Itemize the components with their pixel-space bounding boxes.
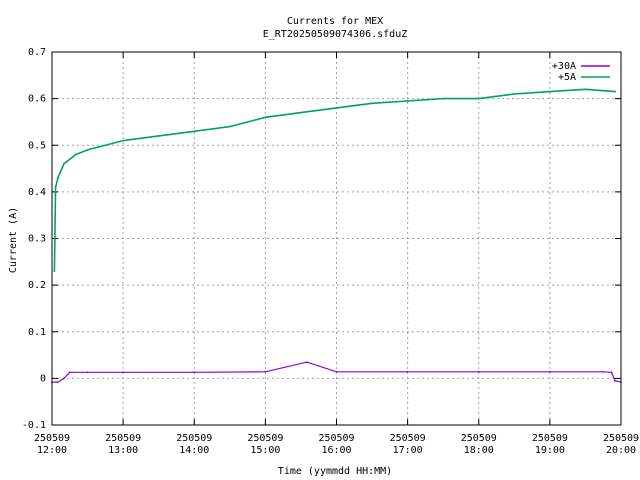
x-tick-label-date: 250509 (105, 433, 141, 444)
x-tick-label-time: 15:00 (250, 445, 280, 456)
data-point (63, 163, 65, 165)
data-point (157, 135, 160, 137)
data-point (86, 149, 89, 151)
data-point (335, 107, 338, 109)
data-point (54, 186, 57, 189)
x-tick-label-time: 12:00 (37, 445, 67, 456)
data-point (122, 371, 124, 374)
y-tick-label: 0.2 (28, 280, 46, 291)
y-tick-label: 0 (40, 373, 46, 384)
x-tick-label-time: 14:00 (179, 445, 209, 456)
data-point (264, 370, 267, 373)
data-point (477, 370, 480, 373)
data-point (264, 116, 267, 119)
data-point (549, 90, 551, 93)
y-tick-label: 0.3 (28, 234, 46, 245)
data-point (442, 97, 445, 100)
data-point (406, 100, 409, 102)
x-tick-label-date: 250509 (247, 433, 283, 444)
data-point (513, 93, 516, 95)
y-tick-label: 0.5 (28, 140, 46, 151)
x-tick-label-time: 17:00 (393, 445, 423, 456)
data-point (306, 361, 308, 363)
x-tick-label-time: 18:00 (464, 445, 494, 456)
x-tick-label-date: 250509 (176, 433, 212, 444)
x-tick-label-date: 250509 (461, 433, 497, 444)
x-tick-label-time: 16:00 (321, 445, 351, 456)
data-point (193, 130, 196, 133)
chart-title: Currents for MEX (287, 16, 383, 27)
chart-subtitle: E_RT20250509074306.sfduZ (263, 29, 408, 40)
data-point (371, 102, 373, 105)
plot-frame (51, 51, 622, 426)
legend-label: +30A (552, 61, 576, 72)
series-lines (51, 88, 622, 383)
data-point (57, 381, 59, 383)
data-point (614, 379, 616, 382)
data-point (300, 111, 302, 114)
data-point (584, 88, 587, 91)
data-point (614, 90, 616, 93)
data-point (193, 371, 196, 374)
legend: +30A+5A (552, 61, 610, 83)
data-point (53, 270, 56, 272)
x-tick-label-time: 20:00 (606, 445, 636, 456)
data-point (610, 371, 613, 374)
y-tick-label: 0.1 (28, 327, 46, 338)
x-tick-label-date: 250509 (390, 433, 426, 444)
axis-ticks: -0.100.10.20.30.40.50.60.725050912:00250… (22, 47, 639, 456)
y-tick-label: 0.6 (28, 94, 46, 105)
data-point (549, 370, 551, 373)
data-point (228, 125, 231, 128)
data-point (57, 177, 59, 179)
x-tick-label-date: 250509 (532, 433, 568, 444)
data-point (477, 97, 480, 100)
data-point (68, 371, 71, 374)
x-axis-label: Time (yymmdd HH:MM) (278, 466, 392, 477)
y-tick-label: 0.7 (28, 47, 46, 58)
x-tick-label-date: 250509 (603, 433, 639, 444)
x-tick-label-time: 13:00 (108, 445, 138, 456)
data-point (86, 371, 89, 374)
grid (52, 52, 621, 425)
x-tick-label-time: 19:00 (535, 445, 565, 456)
y-tick-label: 0.4 (28, 187, 46, 198)
data-point (406, 370, 409, 373)
data-point (63, 377, 65, 380)
data-point (74, 153, 77, 156)
data-point (602, 370, 605, 373)
legend-label: +5A (558, 72, 576, 83)
data-point (335, 370, 338, 373)
y-axis-label: Current (A) (8, 207, 19, 273)
data-point (122, 139, 124, 142)
x-tick-label-date: 250509 (318, 433, 354, 444)
x-tick-label-date: 250509 (34, 433, 70, 444)
series-line-plus5a (53, 88, 616, 272)
y-tick-label: -0.1 (22, 420, 46, 431)
